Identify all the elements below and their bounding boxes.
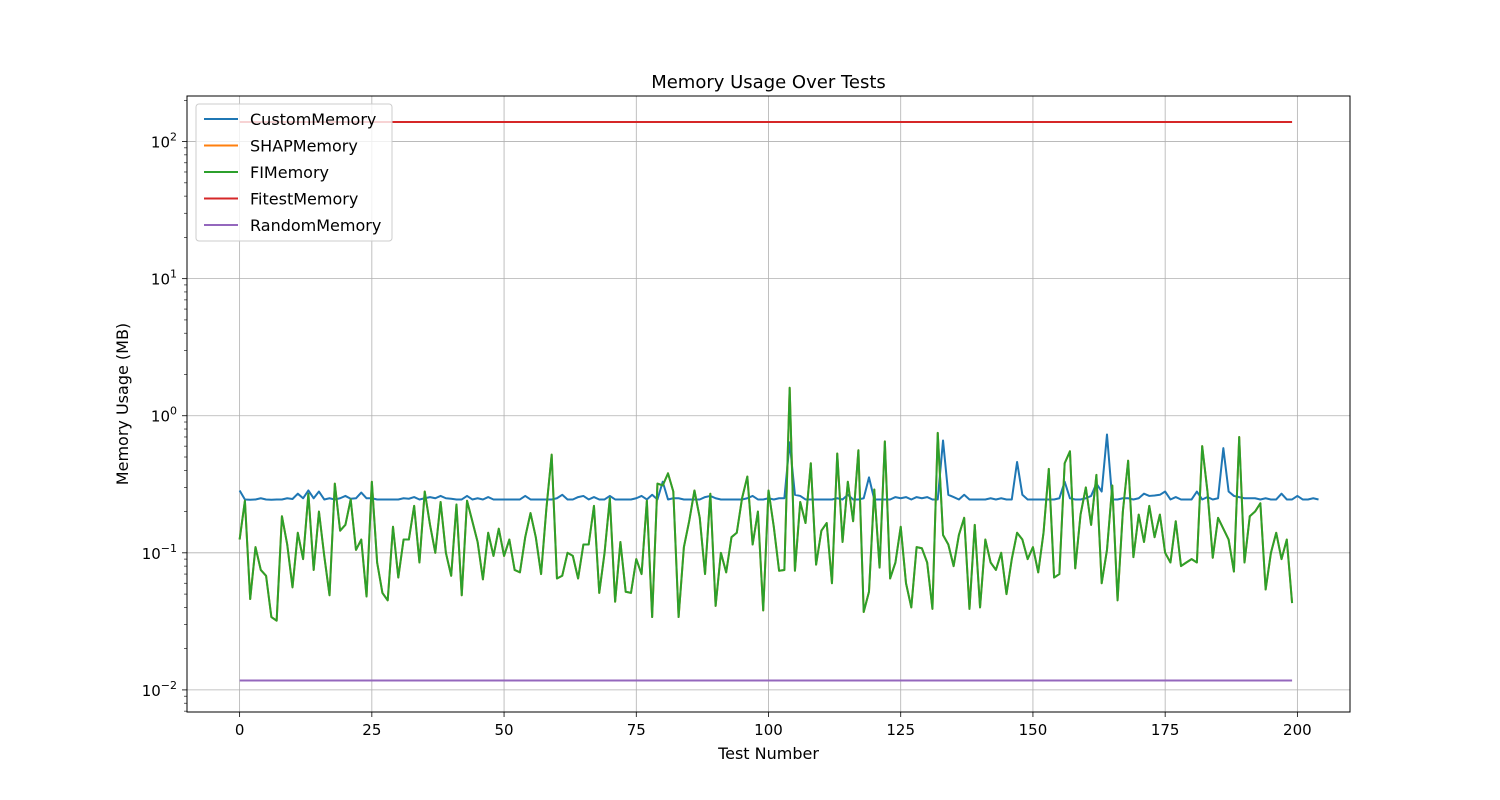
x-tick-label: 125 — [886, 721, 915, 739]
y-tick-label: 100 — [151, 405, 177, 426]
series-line-fimemory — [238, 386, 1294, 622]
y-tick-label-exponent: 2 — [170, 131, 177, 144]
y-axis-label: Memory Usage (MB) — [113, 323, 132, 485]
y-tick-label: 102 — [151, 131, 177, 152]
legend-label: SHAPMemory — [250, 137, 358, 156]
y-tick-label: 101 — [151, 268, 177, 289]
y-tick-label-base: 10 — [142, 682, 161, 700]
y-tick-label: 10−2 — [142, 679, 177, 700]
x-tick-label: 75 — [627, 721, 646, 739]
y-tick-label-base: 10 — [151, 271, 170, 289]
chart-title: Memory Usage Over Tests — [651, 72, 886, 93]
x-tick-label: 175 — [1151, 721, 1180, 739]
x-tick-label: 0 — [235, 721, 245, 739]
legend-label: RandomMemory — [250, 216, 381, 235]
legend-label: FIMemory — [250, 163, 329, 182]
y-tick-label-base: 10 — [142, 545, 161, 563]
y-tick-label-base: 10 — [151, 408, 170, 426]
series-line-custommemory — [238, 433, 1319, 501]
legend-label: FitestMemory — [250, 190, 358, 209]
x-tick-label: 100 — [754, 721, 783, 739]
grid — [187, 96, 1350, 712]
x-axis-label: Test Number — [717, 744, 819, 763]
y-tick-label-base: 10 — [151, 134, 170, 152]
legend-box — [195, 103, 393, 242]
y-tick-label-exponent: 1 — [170, 268, 177, 281]
y-tick-label: 10−1 — [142, 542, 177, 563]
series-lines — [238, 120, 1319, 682]
x-tick-label: 200 — [1283, 721, 1312, 739]
y-tick-label-exponent: −2 — [161, 679, 177, 692]
y-tick-label-exponent: 0 — [170, 405, 177, 418]
x-tick-label: 25 — [362, 721, 381, 739]
x-tick-label: 150 — [1019, 721, 1048, 739]
legend: CustomMemory SHAPMemory FIMemory FitestMemo… — [195, 103, 393, 242]
y-tick-label-exponent: −1 — [161, 542, 177, 555]
x-tick-label: 50 — [495, 721, 514, 739]
legend-label: CustomMemory — [250, 110, 376, 129]
